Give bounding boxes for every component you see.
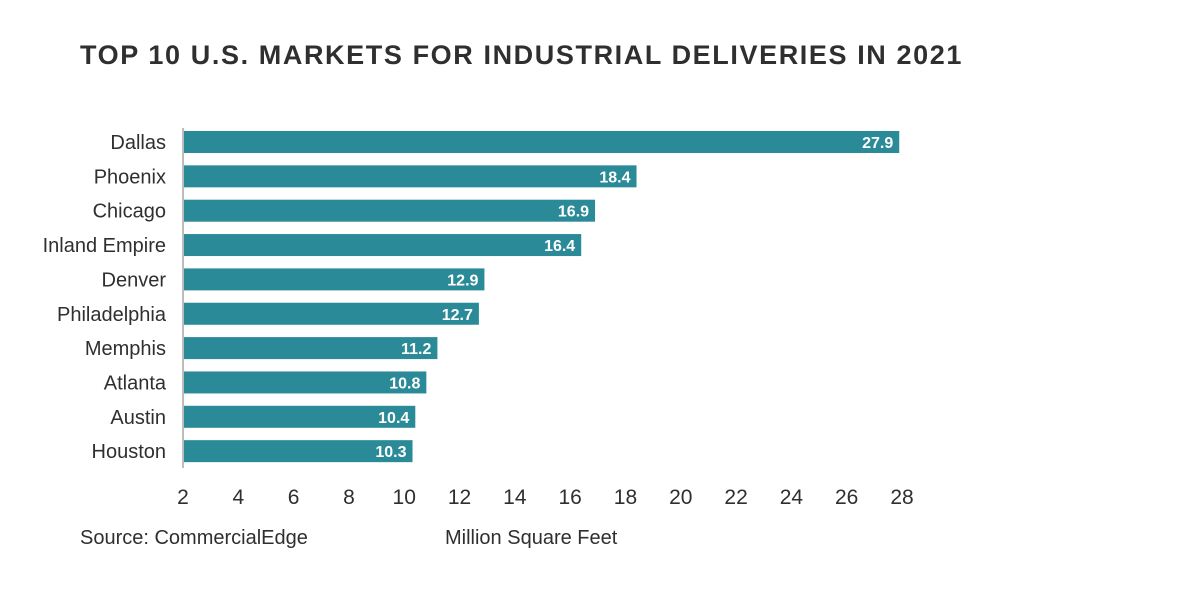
x-tick-label: 10: [393, 486, 416, 509]
category-labels-group: Dallas Phoenix Chicago Inland Empire Denver P…: [43, 132, 167, 463]
data-labels-group: 27.9 18.4 16.9 16.4 12.9 12.7 11.2 10.8 10.4 10.3: [375, 135, 893, 461]
x-tick-label: 26: [835, 486, 858, 509]
x-tick-label: 6: [288, 486, 300, 509]
category-label: Phoenix: [94, 166, 166, 188]
bar-memphis: [184, 337, 438, 360]
bar-philadelphia: [184, 302, 479, 325]
bar-austin: [184, 405, 416, 428]
data-label: 10.8: [389, 375, 420, 392]
category-label: Dallas: [110, 132, 166, 154]
bar-inland-empire: [184, 234, 582, 257]
data-label: 16.4: [544, 238, 575, 255]
x-tick-label: 24: [780, 486, 804, 509]
category-label: Philadelphia: [57, 304, 167, 326]
x-tick-labels-group: 2 4 6 8 10 12 14 16 18 20 22 24 26 28: [177, 486, 914, 509]
x-tick-label: 14: [503, 486, 527, 509]
category-label: Chicago: [93, 201, 166, 223]
category-label: Memphis: [85, 338, 166, 360]
x-tick-label: 8: [343, 486, 355, 509]
data-label: 12.7: [442, 307, 473, 324]
data-label: 10.3: [375, 444, 406, 461]
data-label: 11.2: [401, 341, 431, 358]
category-label: Houston: [92, 441, 167, 463]
x-tick-label: 18: [614, 486, 637, 509]
bar-dallas: [184, 131, 900, 153]
data-label: 16.9: [558, 204, 589, 221]
bar-denver: [184, 268, 485, 291]
bar-chicago: [184, 199, 596, 222]
bars-group: [184, 131, 900, 463]
x-tick-label: 16: [558, 486, 581, 509]
data-label: 27.9: [862, 135, 893, 152]
x-tick-label: 22: [724, 486, 747, 509]
x-tick-label: 2: [177, 486, 189, 509]
x-tick-label: 20: [669, 486, 692, 509]
x-tick-label: 4: [232, 486, 244, 509]
category-label: Atlanta: [104, 372, 167, 394]
x-axis-label: Million Square Feet: [445, 527, 618, 549]
category-label: Inland Empire: [43, 235, 166, 257]
x-tick-label: 12: [448, 486, 471, 509]
x-tick-label: 28: [890, 486, 913, 509]
bar-houston: [184, 440, 413, 463]
data-label: 18.4: [599, 169, 630, 186]
category-label: Denver: [102, 269, 167, 291]
source-note: Source: CommercialEdge: [80, 527, 308, 549]
bar-atlanta: [184, 371, 427, 394]
bar-phoenix: [184, 165, 637, 188]
data-label: 10.4: [378, 410, 409, 427]
category-label: Austin: [110, 407, 166, 429]
chart-title: TOP 10 U.S. MARKETS FOR INDUSTRIAL DELIV…: [80, 40, 963, 70]
data-label: 12.9: [447, 272, 478, 289]
